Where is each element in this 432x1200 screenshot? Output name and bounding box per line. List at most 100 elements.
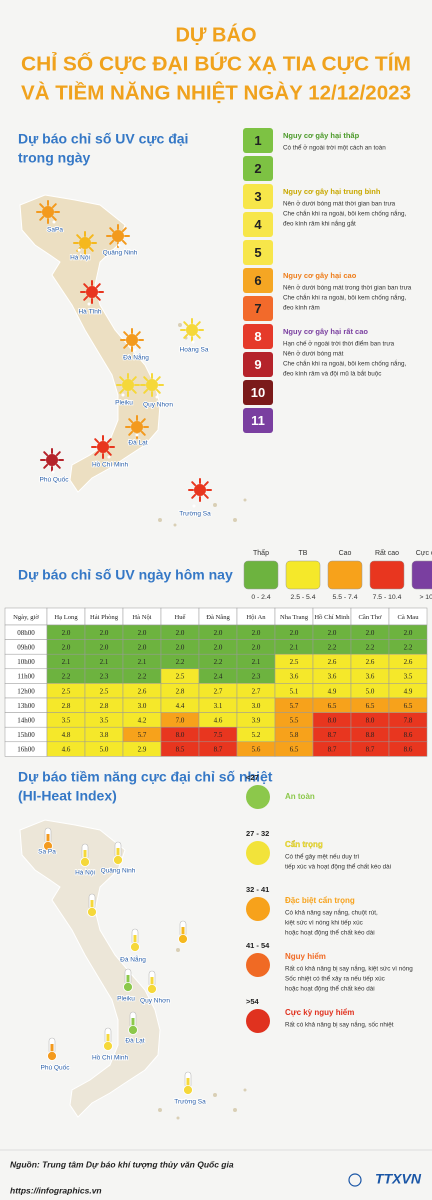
scale-range: > 10.5 — [419, 594, 432, 601]
scale-range: 2.5 - 5.4 — [291, 594, 316, 601]
table-cell: 8.0 — [328, 717, 337, 725]
sun-ray — [51, 203, 57, 209]
heat-level-name: Nguy hiểm — [285, 952, 326, 961]
scale-box — [411, 560, 432, 590]
thermometer-icon — [183, 1071, 193, 1095]
table-cell: 2.0 — [404, 629, 413, 637]
sun-ray — [191, 481, 197, 487]
uv-level-number: 7 — [254, 301, 261, 316]
sun-ray — [88, 234, 94, 240]
table-cell: 2.0 — [252, 629, 261, 637]
city-label: Trường Sa — [174, 1099, 206, 1106]
table-cell: 4.8 — [62, 731, 71, 739]
table-cell: 3.9 — [252, 717, 261, 725]
city-label: Đà Nẵng — [123, 353, 149, 362]
table-cell: 4.6 — [214, 717, 223, 725]
sun-ray — [135, 343, 141, 349]
table-cell: 5.5 — [290, 717, 299, 725]
table-cell: 6.5 — [404, 702, 413, 710]
uv-group-text: Nên ở dưới bóng mát thời gian ban trưa — [283, 200, 396, 208]
sun-icon — [140, 373, 164, 397]
city-label: Pleiku — [115, 400, 133, 407]
table-cell: 2.0 — [214, 644, 223, 652]
uv-group-text: đeo kính râm — [283, 305, 320, 312]
sun-core — [112, 230, 124, 242]
sun-ray — [55, 463, 61, 469]
sun-icon — [106, 224, 130, 248]
heat-level-text: hoặc hoạt động thể chất kéo dài — [285, 928, 375, 937]
table-cell: 6.5 — [366, 702, 375, 710]
uv-level-box — [243, 408, 273, 433]
city-label: Hà Tĩnh — [78, 309, 101, 316]
table-cell: 7.0 — [176, 717, 185, 725]
city-label: Đà Lạt — [128, 440, 147, 447]
uv-group-text: Che chắn khi ra ngoài, bôi kem chống nắn… — [283, 359, 406, 368]
table-cell: 2.0 — [252, 644, 261, 652]
sun-ray — [143, 376, 149, 382]
table-header: Nha Trang — [280, 614, 309, 621]
thermometer-icon — [130, 928, 140, 952]
table-row-label: 10h00 — [17, 658, 35, 666]
table-cell: 2.2 — [138, 673, 147, 681]
city-label: Trường Sa — [179, 511, 211, 518]
thermometer-level — [83, 850, 87, 860]
table-cell: 2.4 — [214, 673, 223, 681]
heat-level-name: Cẩn trọng — [285, 840, 323, 849]
uv-level-number: 6 — [254, 273, 261, 288]
uv-level-box — [243, 128, 273, 153]
heat-level-text: Sốc nhiệt có thể xảy ra nếu tiếp xúc — [285, 974, 385, 983]
sun-ray — [155, 376, 161, 382]
sun-ray — [121, 239, 127, 245]
heat-level-name: Cực kỳ nguy hiểm — [285, 1008, 354, 1017]
table-header: Cần Thơ — [359, 614, 382, 621]
thermometer-icon — [103, 1027, 113, 1051]
table-cell: 2.1 — [138, 658, 147, 666]
city-label: Hà Nội — [70, 255, 90, 262]
table-cell: 2.5 — [62, 687, 71, 695]
table-header: Ngày, giờ — [13, 614, 39, 621]
heat-level-circle — [246, 841, 270, 865]
uv-level-number: 10 — [251, 385, 265, 400]
sun-core — [146, 379, 158, 391]
table-cell: 2.0 — [100, 629, 109, 637]
table-cell: 2.2 — [404, 644, 413, 652]
uv-group-text: đeo kính râm và đội mũ là bắt buộc — [283, 369, 381, 378]
table-cell: 8.8 — [366, 731, 375, 739]
uv-level-number: 9 — [254, 357, 261, 372]
uv-level-number: 11 — [251, 413, 265, 428]
sun-icon — [80, 280, 104, 304]
sun-ray — [183, 333, 189, 339]
scale-box — [285, 560, 321, 590]
sun-ray — [95, 295, 101, 301]
table-row-label: 14h00 — [17, 717, 35, 725]
table-cell: 2.3 — [100, 673, 109, 681]
sun-ray — [43, 463, 49, 469]
thermometer-level — [50, 1044, 54, 1054]
heat-range: <27 — [246, 773, 259, 782]
table-header: Hồ Chí Minh — [314, 614, 350, 621]
sun-ray — [128, 430, 134, 436]
uv-level-box — [243, 212, 273, 237]
thermometer-level — [126, 975, 130, 985]
sun-icon — [36, 200, 60, 224]
city-dot — [191, 340, 195, 344]
map-shape — [19, 819, 161, 1118]
sun-ray — [51, 215, 57, 221]
sun-ray — [76, 234, 82, 240]
thermometer-bulb — [87, 907, 97, 917]
uv-level-box — [243, 184, 273, 209]
thermometer-bulb — [113, 855, 123, 865]
copyright-mark — [348, 1173, 362, 1187]
table-cell: 2.2 — [214, 658, 223, 666]
city-label: Đà Nẵng — [120, 955, 146, 964]
table-cell: 2.0 — [138, 644, 147, 652]
sun-core — [126, 334, 138, 346]
uv-level-box — [243, 296, 273, 321]
table-cell: 5.2 — [252, 731, 261, 739]
city-dot — [51, 470, 55, 474]
thermometer-level — [133, 935, 137, 945]
city-dot — [192, 504, 196, 508]
sun-icon — [180, 318, 204, 342]
scale-name: TB — [299, 550, 308, 557]
sun-ray — [121, 227, 127, 233]
